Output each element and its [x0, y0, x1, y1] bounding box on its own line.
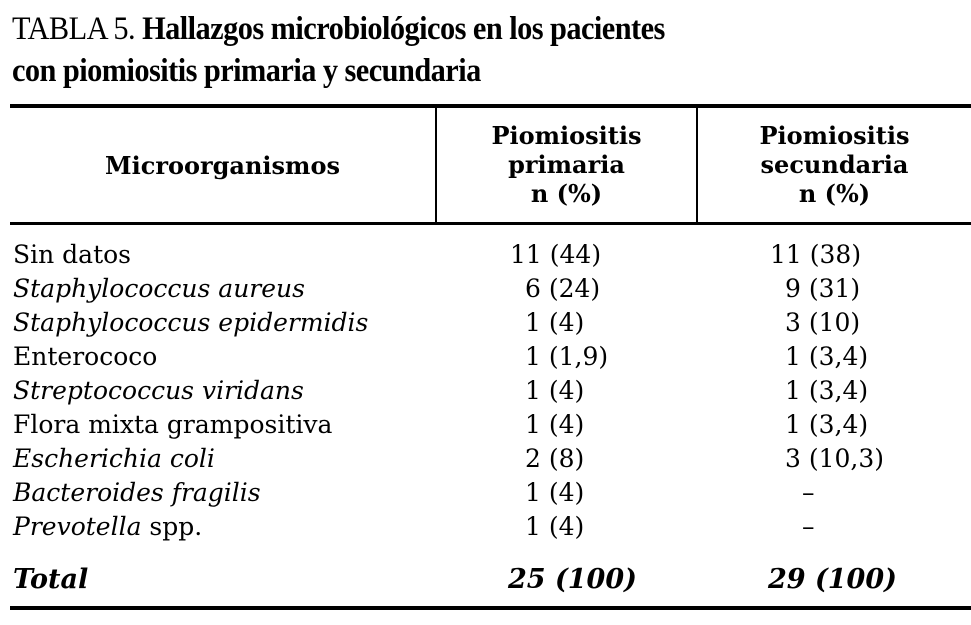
organism-name: Staphylococcus aureus	[13, 274, 305, 303]
table-row: Escherichia coli 2 (8) 3 (10,3)	[0, 442, 971, 476]
caption-text-1: Hallazgos microbiológicos en los pacient…	[142, 11, 665, 47]
table-label: TABLA 5.	[12, 11, 136, 47]
header-primaria: Piomiositis primaria n (%)	[437, 121, 696, 208]
primaria-value: 1 (4)	[525, 308, 585, 337]
secundaria-value: 1 (3,4)	[785, 410, 869, 439]
table-row: Flora mixta grampositiva 1 (4) 1 (3,4)	[0, 408, 971, 442]
table-row: Staphylococcus epidermidis 1 (4) 3 (10)	[0, 306, 971, 340]
table-caption: TABLA 5. Hallazgos microbiológicos en lo…	[12, 8, 886, 92]
secundaria-value: –	[802, 478, 815, 507]
header-line: primaria	[508, 150, 625, 179]
secundaria-value: 3 (10)	[785, 308, 861, 337]
secundaria-value: 11 (38)	[770, 240, 862, 269]
header-line: n (%)	[530, 179, 603, 208]
header-line: Piomiositis	[491, 121, 642, 150]
bottom-rule	[10, 606, 971, 610]
total-primaria: 25 (100)	[508, 564, 637, 595]
primaria-value: 1 (4)	[525, 478, 585, 507]
header-line: n (%)	[798, 179, 871, 208]
table-row: Staphylococcus aureus 6 (24) 9 (31)	[0, 272, 971, 306]
secundaria-value: 1 (3,4)	[785, 342, 869, 371]
table-row: Streptococcus viridans 1 (4) 1 (3,4)	[0, 374, 971, 408]
table-row: Bacteroides fragilis 1 (4) –	[0, 476, 971, 510]
organism-name: Sin datos	[13, 240, 132, 269]
organism-name: Flora mixta grampositiva	[13, 410, 333, 439]
primaria-value: 11 (44)	[510, 240, 602, 269]
secundaria-value: 1 (3,4)	[785, 376, 869, 405]
primaria-value: 1 (1,9)	[525, 342, 609, 371]
organism-name: Escherichia coli	[13, 444, 215, 473]
top-rule	[10, 104, 971, 108]
secundaria-value: 3 (10,3)	[785, 444, 885, 473]
organism-name: Streptococcus viridans	[13, 376, 304, 405]
primaria-value: 6 (24)	[525, 274, 601, 303]
column-divider-2	[696, 106, 698, 223]
header-line: secundaria	[760, 150, 909, 179]
total-row: Total 25 (100) 29 (100)	[0, 563, 971, 597]
primaria-value: 1 (4)	[525, 410, 585, 439]
header-microorganismos: Microorganismos	[10, 151, 435, 180]
total-secundaria: 29 (100)	[768, 564, 897, 595]
organism-name: Prevotella spp.	[13, 512, 203, 541]
primaria-value: 1 (4)	[525, 512, 585, 541]
table-row: Sin datos 11 (44) 11 (38)	[0, 238, 971, 272]
caption-text-2: con piomiositis primaria y secundaria	[12, 53, 481, 89]
primaria-value: 1 (4)	[525, 376, 585, 405]
table-row: Enterococo 1 (1,9) 1 (3,4)	[0, 340, 971, 374]
table-row: Prevotella spp. 1 (4) –	[0, 510, 971, 544]
organism-name: Enterococo	[13, 342, 158, 371]
caption-line-1: TABLA 5. Hallazgos microbiológicos en lo…	[12, 8, 886, 50]
column-divider-1	[435, 106, 437, 223]
header-rule	[10, 222, 971, 225]
secundaria-value: 9 (31)	[785, 274, 861, 303]
total-label: Total	[13, 564, 89, 595]
header-text: Microorganismos	[105, 151, 340, 180]
organism-name: Bacteroides fragilis	[13, 478, 261, 507]
organism-name: Staphylococcus epidermidis	[13, 308, 369, 337]
header-secundaria: Piomiositis secundaria n (%)	[698, 121, 971, 208]
header-line: Piomiositis	[759, 121, 910, 150]
primaria-value: 2 (8)	[525, 444, 585, 473]
secundaria-value: –	[802, 512, 815, 541]
